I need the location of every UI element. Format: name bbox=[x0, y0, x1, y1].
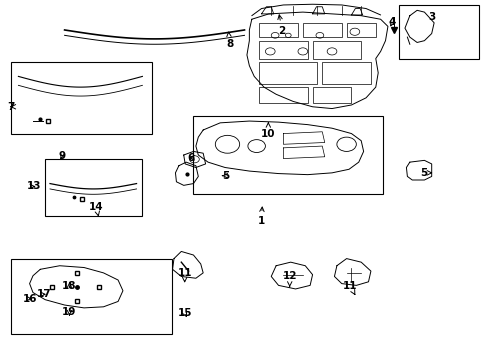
Bar bbox=[259, 23, 297, 37]
Text: 11: 11 bbox=[343, 282, 357, 294]
Bar bbox=[346, 23, 375, 37]
Bar bbox=[302, 23, 341, 37]
Bar bbox=[398, 5, 478, 59]
Text: 5: 5 bbox=[420, 168, 431, 178]
Text: 4: 4 bbox=[388, 17, 395, 27]
Text: 16: 16 bbox=[22, 294, 37, 303]
Bar bbox=[259, 87, 307, 103]
Text: 18: 18 bbox=[62, 282, 77, 292]
Bar bbox=[45, 158, 142, 216]
Text: 6: 6 bbox=[187, 153, 195, 163]
Bar bbox=[193, 116, 382, 194]
Bar bbox=[259, 41, 307, 59]
Text: 10: 10 bbox=[261, 123, 275, 139]
Text: 17: 17 bbox=[36, 289, 51, 299]
Text: 8: 8 bbox=[225, 32, 233, 49]
Bar bbox=[11, 62, 152, 134]
Text: 1: 1 bbox=[257, 207, 264, 226]
Text: 12: 12 bbox=[282, 271, 296, 287]
Text: 14: 14 bbox=[89, 202, 103, 216]
Text: 5: 5 bbox=[221, 171, 228, 181]
Bar bbox=[312, 87, 351, 103]
Text: 11: 11 bbox=[177, 268, 192, 282]
Bar bbox=[259, 62, 317, 84]
Bar bbox=[322, 62, 370, 84]
Text: 9: 9 bbox=[59, 151, 65, 161]
Text: 3: 3 bbox=[427, 13, 435, 22]
Text: 7: 7 bbox=[8, 102, 16, 112]
Bar bbox=[11, 258, 171, 334]
Text: 2: 2 bbox=[277, 15, 285, 36]
Text: 19: 19 bbox=[62, 307, 77, 317]
Bar bbox=[312, 41, 361, 59]
Text: 13: 13 bbox=[27, 181, 41, 192]
Text: 15: 15 bbox=[177, 308, 192, 318]
